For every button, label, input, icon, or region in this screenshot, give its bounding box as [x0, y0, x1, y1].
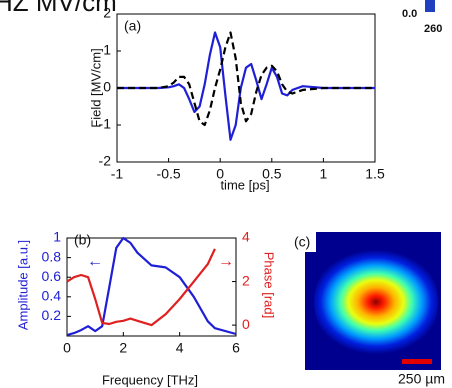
arrow-annotation: →	[218, 253, 234, 270]
x-tick-label: -1	[111, 166, 124, 182]
scale-bar	[402, 359, 432, 364]
y2-tick-label: 4	[242, 229, 250, 245]
panel-label: (b)	[74, 232, 91, 248]
x-axis-label: Frequency [THz]	[102, 372, 198, 387]
figure: HZ MV/cm 0.0 260 (c) 250 µm -1-0.500.511…	[0, 0, 452, 388]
y-axis-label: Field [MV/cm]	[88, 48, 103, 127]
y-tick-label: 0.8	[42, 248, 62, 264]
y-tick-label: 0	[103, 79, 111, 95]
cropped-icon	[425, 0, 435, 12]
x-tick-label: 1.5	[365, 166, 385, 182]
panel-label: (a)	[124, 18, 141, 34]
y-tick-label: 0.2	[42, 307, 62, 323]
data-line	[117, 33, 375, 126]
data-line	[117, 33, 375, 140]
y2-tick-label: 2	[242, 272, 250, 288]
arrow-annotation: ←	[87, 253, 103, 270]
x-tick-label: 0	[63, 340, 71, 356]
y-tick-label: -2	[99, 153, 112, 169]
y2-axis-label: Phase [rad]	[262, 252, 277, 319]
panel-c: (c) 250 µm	[292, 232, 445, 387]
y2-tick-label: 0	[242, 316, 250, 332]
beam-spot	[314, 244, 438, 360]
panel-label: (c)	[294, 234, 310, 250]
cropped-text: 0.0	[402, 8, 417, 20]
y-tick-label: 0.4	[42, 288, 62, 304]
y-tick-label: 1	[53, 229, 61, 245]
y-axis-label: Amplitude [a.u.]	[15, 240, 30, 330]
x-tick-label: 2	[119, 340, 127, 356]
cropped-text: 260	[424, 23, 442, 35]
x-tick-label: 4	[176, 340, 184, 356]
x-axis-label: time [ps]	[220, 177, 269, 192]
x-tick-label: -0.5	[157, 166, 181, 182]
cropped-text: HZ MV/cm	[0, 0, 117, 17]
y-tick-label: 0.6	[42, 268, 62, 284]
x-tick-label: 6	[232, 340, 240, 356]
y-tick-label: 1	[103, 42, 111, 58]
scale-bar-label: 250 µm	[398, 371, 445, 387]
x-tick-label: 1	[320, 166, 328, 182]
y-tick-label: 2	[103, 5, 111, 21]
